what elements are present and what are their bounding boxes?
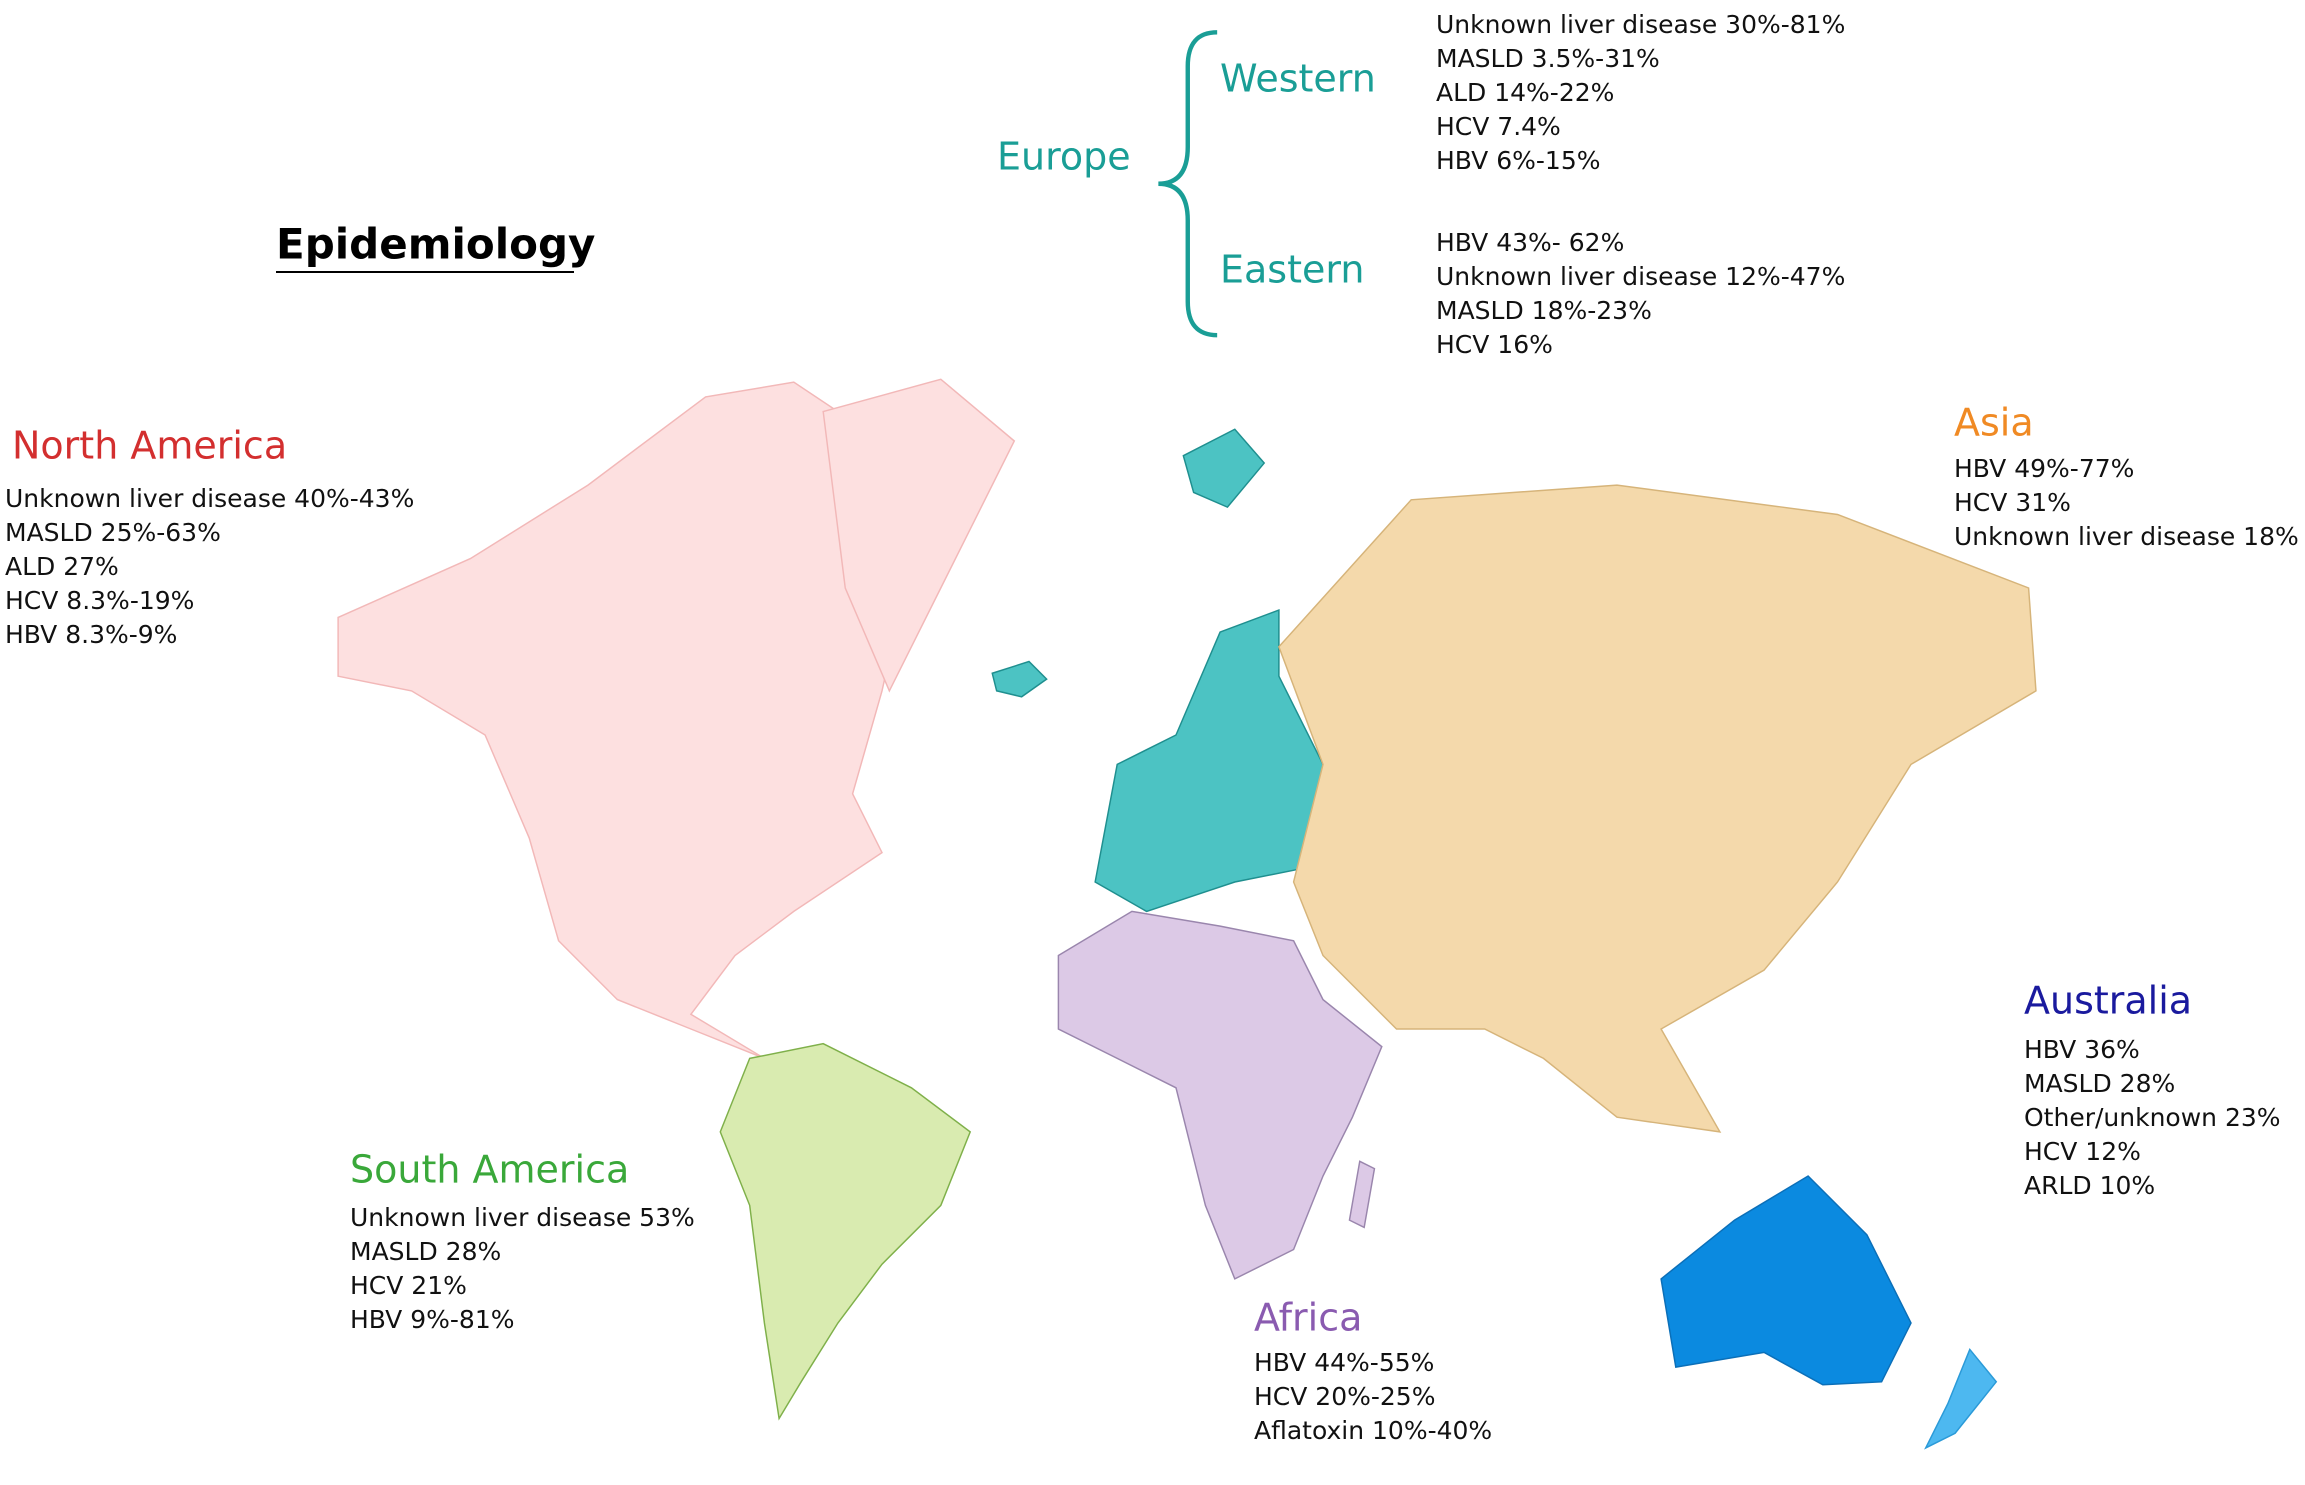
region-stat: Unknown liver disease 53% (350, 1203, 695, 1232)
region-stat: Unknown liver disease 18% (1954, 522, 2299, 551)
region-name: North America (12, 424, 287, 468)
madagascar (1348, 1160, 1376, 1229)
iceland (991, 660, 1048, 698)
subregion-stat: HBV 43%- 62% (1436, 228, 1624, 257)
australia-map (1660, 1175, 1912, 1386)
region-stat: HBV 9%-81% (350, 1305, 514, 1334)
region-name: Asia (1954, 401, 2034, 445)
europe-map (1094, 608, 1324, 913)
title: Epidemiology (276, 220, 595, 269)
continents (337, 30, 2037, 1450)
subregion-stat: Unknown liver disease 30%-81% (1436, 10, 1845, 39)
south-america (719, 1042, 972, 1421)
region-stat: HBV 49%-77% (1954, 454, 2134, 483)
region-stat: Aflatoxin 10%-40% (1254, 1416, 1492, 1445)
region-stat: HCV 8.3%-19% (5, 586, 194, 615)
region-name: Australia (2024, 979, 2192, 1023)
europe-brace (1158, 30, 1218, 338)
region-stat: HBV 36% (2024, 1035, 2140, 1064)
region-stat: ARLD 10% (2024, 1171, 2155, 1200)
region-stat: MASLD 28% (350, 1237, 501, 1266)
subregion-stat: HBV 6%-15% (1436, 146, 1600, 175)
region-stat: ALD 27% (5, 552, 119, 581)
region-stat: Unknown liver disease 40%-43% (5, 484, 414, 513)
region-name: Africa (1254, 1296, 1362, 1340)
region-stat: HBV 8.3%-9% (5, 620, 177, 649)
africa (1057, 910, 1383, 1280)
asia-map (1278, 484, 2037, 1133)
new-zealand (1924, 1348, 1998, 1450)
subregion-stat: MASLD 3.5%-31% (1436, 44, 1660, 73)
region-stat: HCV 21% (350, 1271, 467, 1300)
greenland (822, 378, 1016, 693)
svalbard (1182, 428, 1266, 509)
subregion-stat: MASLD 18%-23% (1436, 296, 1652, 325)
north-america (337, 381, 913, 1060)
subregion-name: Eastern (1220, 248, 1364, 292)
region-stat: Other/unknown 23% (2024, 1103, 2281, 1132)
region-stat: MASLD 28% (2024, 1069, 2175, 1098)
region-stat: HCV 12% (2024, 1137, 2141, 1166)
region-stat: MASLD 25%-63% (5, 518, 221, 547)
subregion-stat: HCV 16% (1436, 330, 1553, 359)
subregion-stat: ALD 14%-22% (1436, 78, 1614, 107)
subregion-name: Western (1220, 57, 1376, 101)
region-stat: HBV 44%-55% (1254, 1348, 1434, 1377)
region-name: South America (350, 1148, 629, 1192)
region-stat: HCV 20%-25% (1254, 1382, 1435, 1411)
subregion-stat: Unknown liver disease 12%-47% (1436, 262, 1845, 291)
europe-name: Europe (997, 135, 1131, 179)
region-stat: HCV 31% (1954, 488, 2071, 517)
subregion-stat: HCV 7.4% (1436, 112, 1561, 141)
